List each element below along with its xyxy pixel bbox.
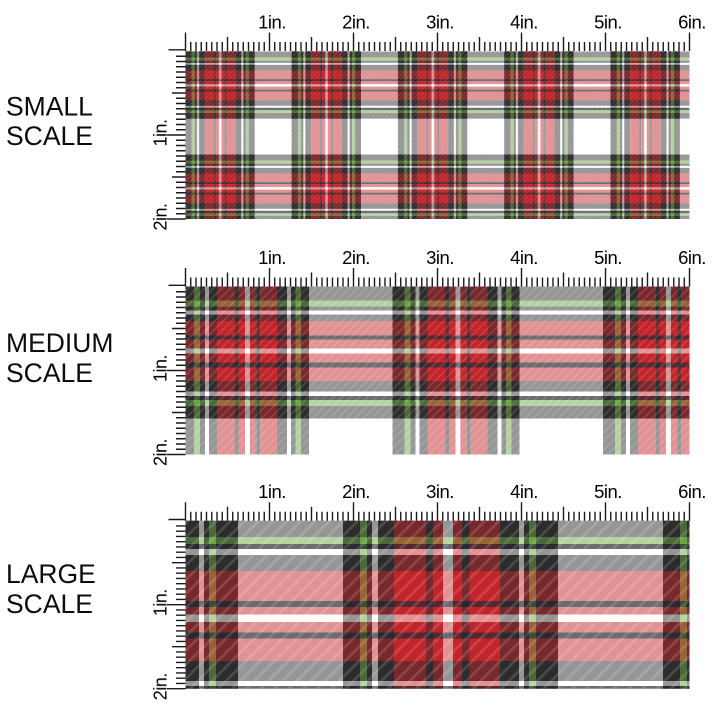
svg-text:SCALE: SCALE (6, 589, 93, 619)
svg-text:SCALE: SCALE (6, 121, 93, 151)
svg-text:1in.: 1in. (151, 589, 171, 616)
svg-text:2in.: 2in. (342, 12, 370, 33)
svg-text:5in.: 5in. (594, 247, 622, 268)
svg-text:2in.: 2in. (151, 203, 171, 230)
svg-text:3in.: 3in. (426, 12, 454, 33)
svg-text:4in.: 4in. (510, 247, 538, 268)
svg-text:1in.: 1in. (258, 12, 286, 33)
svg-text:MEDIUM: MEDIUM (6, 328, 113, 358)
svg-text:SMALL: SMALL (6, 92, 93, 122)
svg-text:LARGE: LARGE (6, 559, 96, 589)
svg-text:SCALE: SCALE (6, 358, 93, 388)
svg-text:2in.: 2in. (151, 439, 171, 466)
svg-text:1in.: 1in. (258, 247, 286, 268)
svg-text:6in.: 6in. (678, 12, 706, 33)
svg-text:1in.: 1in. (151, 119, 171, 146)
svg-text:5in.: 5in. (594, 481, 622, 502)
svg-text:3in.: 3in. (426, 247, 454, 268)
svg-text:6in.: 6in. (678, 481, 706, 502)
svg-text:2in.: 2in. (342, 481, 370, 502)
svg-text:6in.: 6in. (678, 247, 706, 268)
svg-text:1in.: 1in. (151, 355, 171, 382)
svg-text:5in.: 5in. (594, 12, 622, 33)
svg-text:3in.: 3in. (426, 481, 454, 502)
svg-text:2in.: 2in. (151, 673, 171, 700)
svg-text:1in.: 1in. (258, 481, 286, 502)
svg-text:4in.: 4in. (510, 481, 538, 502)
svg-text:4in.: 4in. (510, 12, 538, 33)
svg-text:2in.: 2in. (342, 247, 370, 268)
